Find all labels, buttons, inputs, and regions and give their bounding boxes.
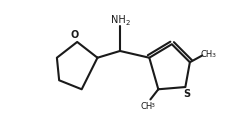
- Text: O: O: [71, 30, 79, 40]
- Text: CH: CH: [200, 50, 212, 59]
- Text: S: S: [183, 89, 190, 99]
- Text: 2: 2: [125, 20, 129, 26]
- Text: NH: NH: [112, 15, 126, 25]
- Text: CH: CH: [140, 102, 152, 111]
- Text: 3: 3: [150, 103, 154, 108]
- Text: 3: 3: [211, 53, 216, 58]
